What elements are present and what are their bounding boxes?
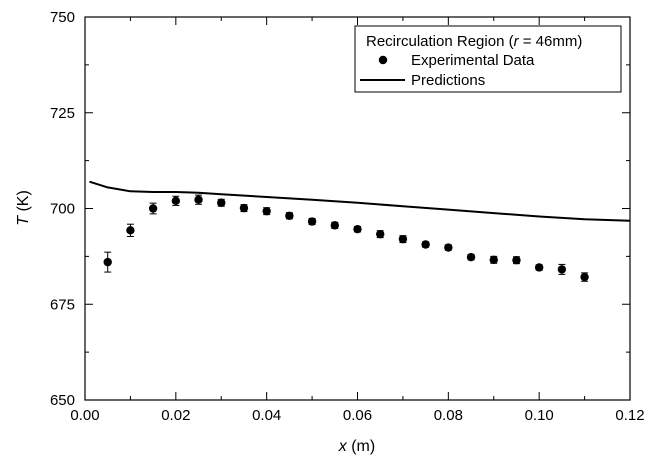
axis-ticks <box>84 16 631 401</box>
series-layer <box>89 180 631 282</box>
legend-title-suffix: = 46mm) <box>519 33 583 50</box>
data-point-experimental <box>421 240 430 249</box>
data-point-experimental <box>398 234 408 244</box>
data-point-experimental <box>376 229 385 239</box>
x-tick-label: 0.02 <box>161 407 190 424</box>
data-point-experimental <box>466 252 476 262</box>
data-point-experimental <box>512 256 521 265</box>
series-line-predictions <box>89 180 631 222</box>
y-tick-label: 650 <box>50 392 75 409</box>
legend-marker-experimental <box>378 55 388 65</box>
x-tick-label: 0.12 <box>615 407 644 424</box>
x-axis-variable: x <box>338 438 348 455</box>
y-tick-labels: 650 675 700 725 750 <box>50 9 75 409</box>
legend: Recirculation Region (r = 46mm) Experime… <box>354 25 622 93</box>
data-point-experimental <box>262 206 271 216</box>
data-point-experimental <box>171 196 181 206</box>
data-point-experimental <box>307 217 317 226</box>
y-axis-title: T (K) <box>15 190 32 226</box>
data-point-experimental <box>330 221 339 230</box>
data-point-experimental <box>557 265 567 274</box>
x-axis-unit: (m) <box>347 438 375 455</box>
legend-label-predictions: Predictions <box>411 72 485 89</box>
y-tick-label: 750 <box>50 9 75 26</box>
y-tick-label: 700 <box>50 201 75 218</box>
y-axis-unit: (K) <box>15 190 32 216</box>
legend-title: Recirculation Region (r = 46mm) <box>366 33 582 50</box>
data-point-experimental <box>126 226 135 235</box>
data-point-experimental <box>285 211 294 220</box>
x-tick-label: 0.04 <box>252 407 281 424</box>
x-tick-label: 0.08 <box>434 407 463 424</box>
data-point-experimental <box>444 243 453 252</box>
legend-label-experimental: Experimental Data <box>411 52 535 69</box>
x-tick-labels: 0.00 0.02 0.04 0.06 0.08 0.10 0.12 <box>70 407 644 424</box>
data-point-experimental <box>103 257 112 267</box>
y-axis-variable: T <box>15 215 32 226</box>
data-point-experimental <box>217 198 226 207</box>
x-axis-title: x (m) <box>338 438 375 455</box>
legend-title-prefix: Recirculation Region ( <box>366 33 514 50</box>
y-tick-label: 675 <box>50 296 75 313</box>
data-point-experimental <box>534 263 544 272</box>
data-point-experimental <box>489 255 498 265</box>
data-point-experimental <box>353 224 362 234</box>
y-tick-label: 725 <box>50 105 75 122</box>
x-tick-label: 0.10 <box>525 407 554 424</box>
data-point-experimental <box>194 195 203 204</box>
data-point-experimental <box>580 272 589 282</box>
legend-title-variable: r <box>514 33 520 50</box>
data-point-experimental <box>148 204 158 213</box>
data-point-experimental <box>239 203 249 213</box>
x-tick-label: 0.00 <box>70 407 99 424</box>
x-tick-label: 0.06 <box>343 407 372 424</box>
